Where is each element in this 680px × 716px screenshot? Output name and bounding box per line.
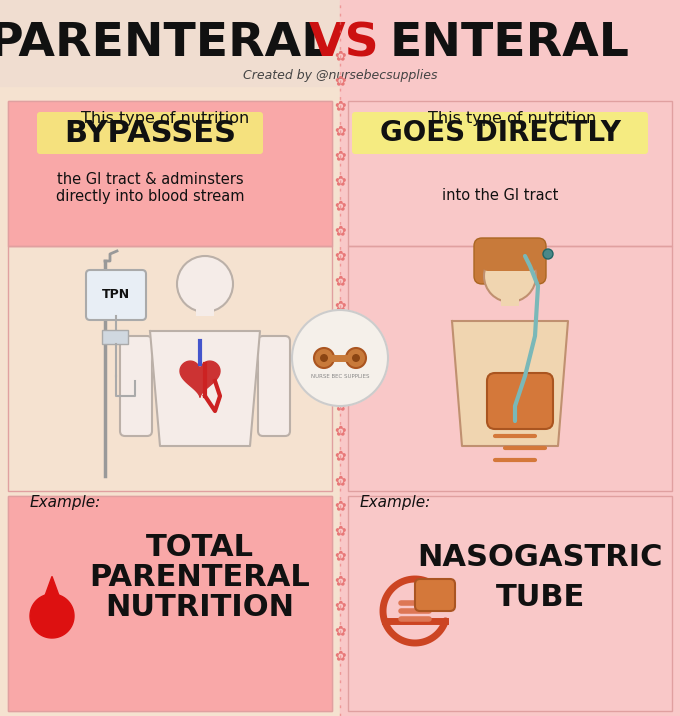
Bar [348,496,672,711]
Polygon shape [452,321,568,446]
Text: ✿: ✿ [334,174,346,188]
Circle shape [314,348,334,368]
Bar [196,282,214,316]
Bar [348,101,672,246]
Circle shape [346,348,366,368]
Bar [8,496,332,711]
Text: ✿: ✿ [334,624,346,638]
Text: ✿: ✿ [334,599,346,613]
Bar [8,101,332,246]
Circle shape [292,310,388,406]
Bar [501,272,519,306]
Bar [348,101,672,246]
Text: ✿: ✿ [334,474,346,488]
Text: PARENTERAL: PARENTERAL [0,21,332,67]
FancyBboxPatch shape [37,112,263,154]
Text: GOES DIRECTLY: GOES DIRECTLY [379,119,620,147]
Text: NURSE BEC SUPPLIES: NURSE BEC SUPPLIES [311,374,369,379]
Text: ✿: ✿ [334,424,346,438]
FancyBboxPatch shape [474,238,546,284]
Circle shape [177,256,233,312]
Bar [8,496,332,711]
Text: ✿: ✿ [334,299,346,313]
Bar [0,0,340,86]
Text: ✿: ✿ [334,149,346,163]
Text: into the GI tract: into the GI tract [442,188,558,203]
Bar [8,246,332,491]
Circle shape [543,249,553,259]
FancyBboxPatch shape [120,336,152,436]
FancyBboxPatch shape [258,336,290,436]
Text: ✿: ✿ [334,499,346,513]
Bar [348,246,672,491]
Text: TOTAL: TOTAL [146,533,254,563]
Text: ✿: ✿ [334,324,346,338]
Text: ✿: ✿ [334,649,346,663]
Text: ✿: ✿ [334,349,346,363]
Text: BYPASSES: BYPASSES [64,119,236,147]
Polygon shape [30,594,74,638]
FancyBboxPatch shape [415,579,455,611]
Text: ✿: ✿ [334,274,346,288]
Polygon shape [180,361,220,397]
Bar [348,496,672,711]
Text: Example:: Example: [360,495,431,511]
Text: ✿: ✿ [334,524,346,538]
Circle shape [320,354,328,362]
Text: ✿: ✿ [334,74,346,88]
Text: ✿: ✿ [334,224,346,238]
Text: ✿: ✿ [334,374,346,388]
Text: ✿: ✿ [334,449,346,463]
FancyBboxPatch shape [483,239,537,271]
FancyBboxPatch shape [86,270,146,320]
Text: This type of nutrition: This type of nutrition [428,110,596,125]
Text: ✿: ✿ [334,49,346,63]
Text: TUBE: TUBE [495,584,585,612]
Text: NASOGASTRIC: NASOGASTRIC [418,543,663,573]
Text: ✿: ✿ [334,99,346,113]
Text: ✿: ✿ [334,199,346,213]
Polygon shape [150,331,260,446]
Text: TPN: TPN [102,289,130,301]
Circle shape [484,250,536,302]
Text: ✿: ✿ [334,124,346,138]
Text: Created by @nursebecsupplies: Created by @nursebecsupplies [243,69,437,82]
Polygon shape [44,576,61,601]
Text: the GI tract & adminsters: the GI tract & adminsters [56,172,243,186]
Text: This type of nutrition: This type of nutrition [81,110,249,125]
Text: ✿: ✿ [334,399,346,413]
FancyBboxPatch shape [487,373,553,429]
Text: directly into blood stream: directly into blood stream [56,188,244,203]
Text: ✿: ✿ [334,549,346,563]
Text: Example:: Example: [30,495,101,511]
Bar [102,330,128,344]
Text: NUTRITION: NUTRITION [105,594,294,622]
Text: ✿: ✿ [334,249,346,263]
Circle shape [352,354,360,362]
Text: ✿: ✿ [334,574,346,588]
Text: PARENTERAL: PARENTERAL [90,563,310,593]
Bar [340,0,680,716]
Bar [0,0,340,716]
Text: ENTERAL: ENTERAL [390,21,630,67]
FancyBboxPatch shape [352,112,648,154]
Bar [8,101,332,246]
Bar [340,0,680,86]
Text: VS: VS [309,21,379,67]
